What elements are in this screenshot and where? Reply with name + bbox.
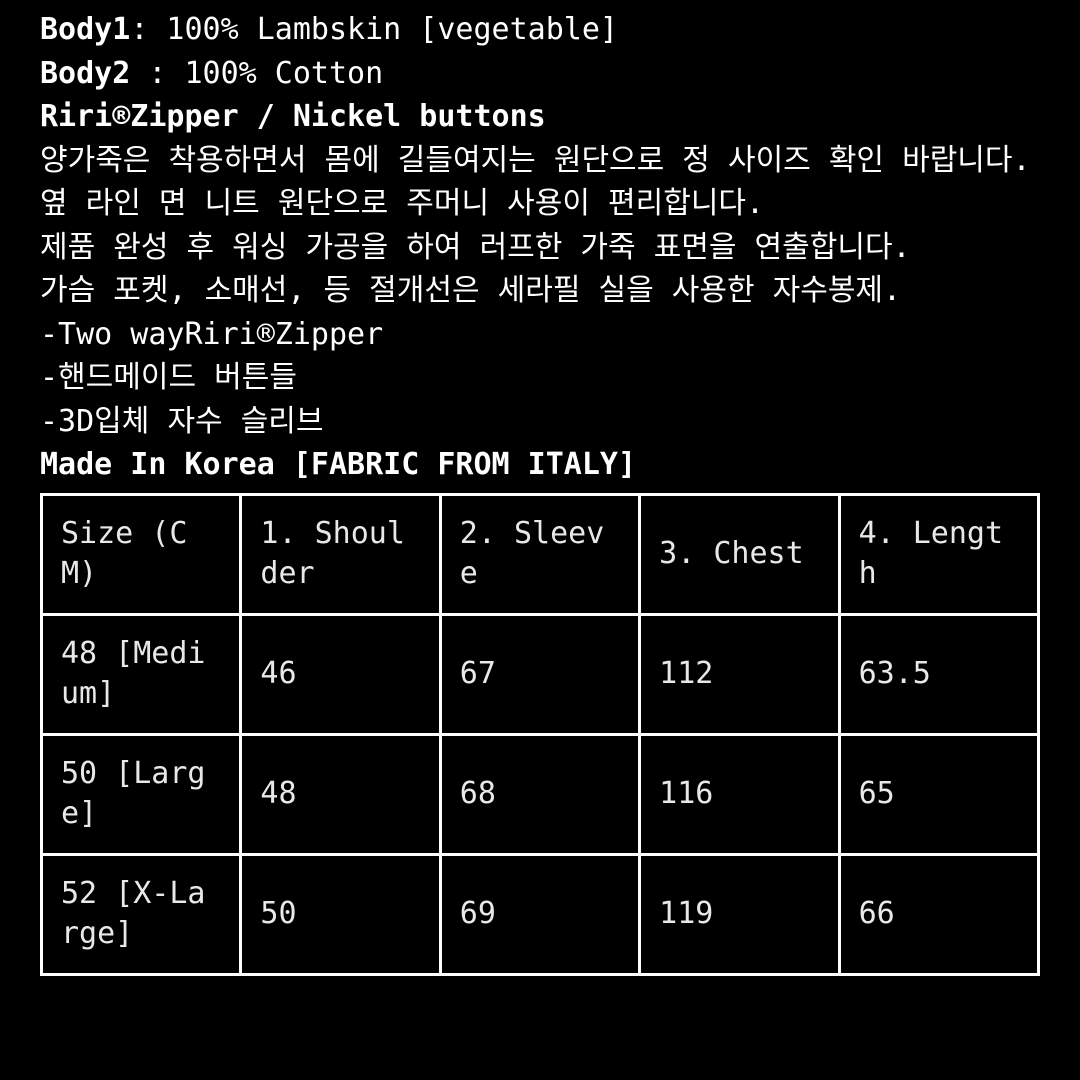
desc-para-3: 제품 완성 후 워싱 가공을 하여 러프한 가죽 표면을 연출합니다. [40,226,1040,270]
origin-line: Made In Korea [FABRIC FROM ITALY] [40,443,1040,487]
feature-2: -핸드메이드 버튼들 [40,356,1040,400]
product-description: Body1: 100% Lambskin [vegetable] Body2 :… [40,8,1040,487]
table-row: 52 [X-Large] 50 69 119 66 [42,854,1039,974]
desc-para-4: 가슴 포켓, 소매선, 등 절개선은 세라필 실을 사용한 자수봉제. [40,269,1040,313]
desc-para-2: 옆 라인 면 니트 원단으로 주머니 사용이 편리합니다. [40,182,1040,226]
body1-line: Body1: 100% Lambskin [vegetable] [40,8,1040,52]
cell-size: 48 [Medium] [42,614,241,734]
col-chest: 3. Chest [640,494,839,614]
col-length: 4. Length [839,494,1038,614]
col-sleeve: 2. Sleeve [440,494,639,614]
hardware-line: Riri®Zipper / Nickel buttons [40,95,1040,139]
col-size: Size (CM) [42,494,241,614]
cell-chest: 112 [640,614,839,734]
table-row: 50 [Large] 48 68 116 65 [42,734,1039,854]
body2-value: : 100% Cotton [148,56,383,91]
feature-1: -Two wayRiri®Zipper [40,313,1040,357]
cell-length: 65 [839,734,1038,854]
col-shoulder: 1. Shoulder [241,494,440,614]
cell-chest: 119 [640,854,839,974]
body1-value: : 100% Lambskin [vegetable] [130,12,618,47]
table-header-row: Size (CM) 1. Shoulder 2. Sleeve 3. Chest… [42,494,1039,614]
body2-line: Body2 : 100% Cotton [40,52,1040,96]
cell-sleeve: 69 [440,854,639,974]
desc-para-1: 양가죽은 착용하면서 몸에 길들여지는 원단으로 정 사이즈 확인 바랍니다. [40,139,1040,183]
cell-length: 66 [839,854,1038,974]
body2-label: Body2 [40,56,148,91]
body1-label: Body1 [40,12,130,47]
cell-sleeve: 67 [440,614,639,734]
cell-shoulder: 46 [241,614,440,734]
cell-sleeve: 68 [440,734,639,854]
cell-shoulder: 50 [241,854,440,974]
cell-size: 52 [X-Large] [42,854,241,974]
feature-3: -3D입체 자수 슬리브 [40,400,1040,444]
table-row: 48 [Medium] 46 67 112 63.5 [42,614,1039,734]
cell-shoulder: 48 [241,734,440,854]
cell-length: 63.5 [839,614,1038,734]
size-table: Size (CM) 1. Shoulder 2. Sleeve 3. Chest… [40,493,1040,976]
cell-chest: 116 [640,734,839,854]
cell-size: 50 [Large] [42,734,241,854]
